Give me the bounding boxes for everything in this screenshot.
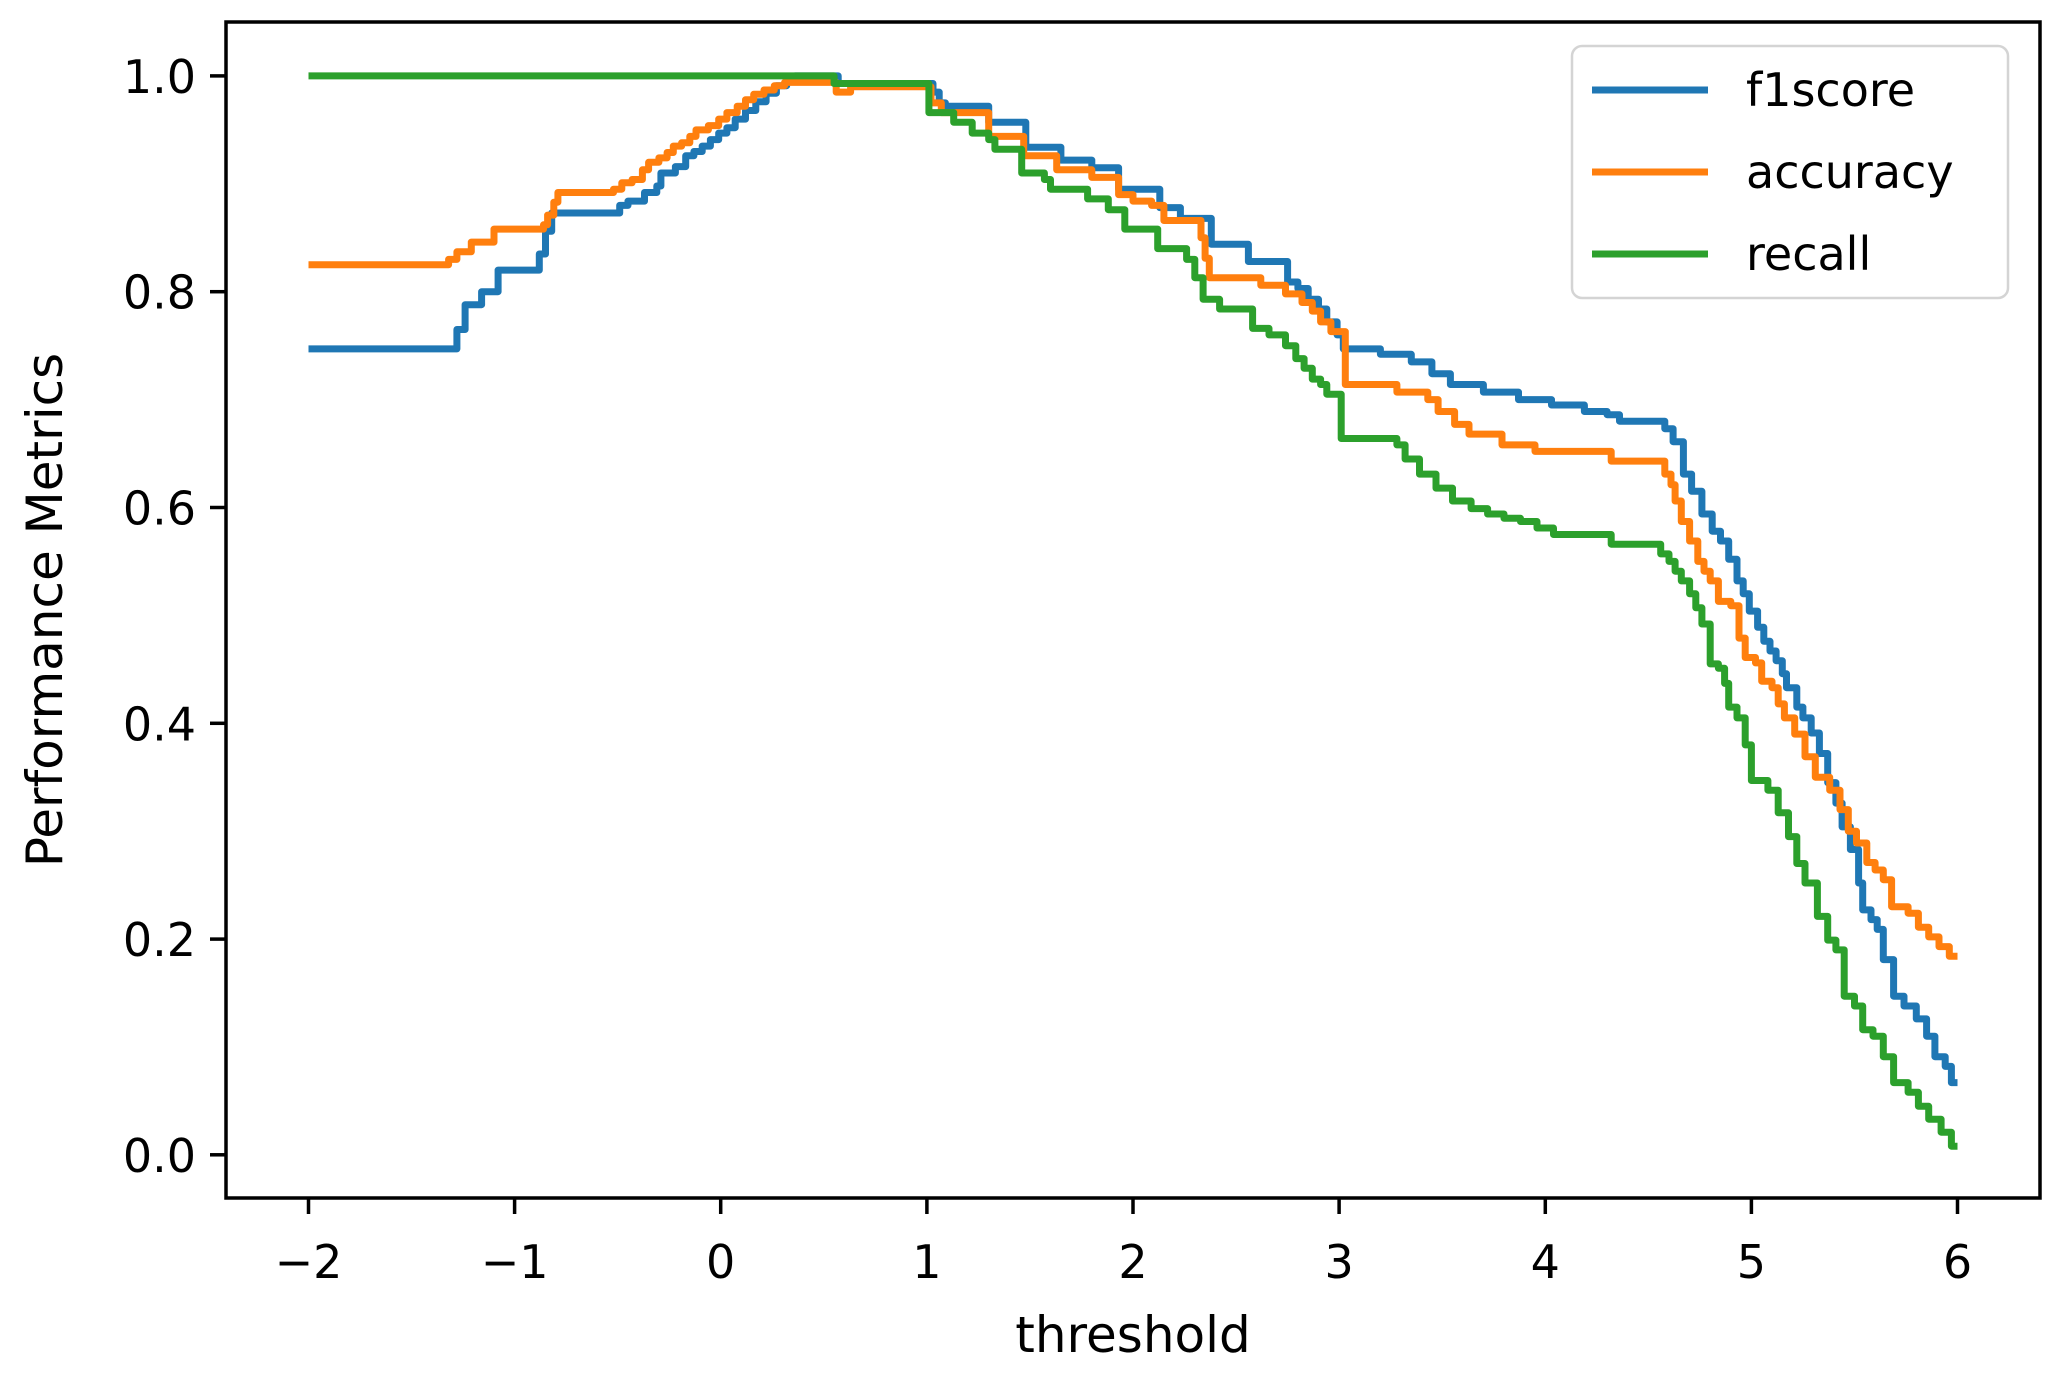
series-lines [308, 72, 1958, 1150]
y-tick-label: 0.4 [123, 697, 196, 751]
x-tick-label: −2 [275, 1235, 343, 1289]
legend-label-f1score: f1score [1746, 63, 1915, 117]
y-tick-label: 0.0 [123, 1129, 196, 1183]
legend: f1score accuracy recall [1570, 44, 2010, 300]
x-tick-label: 3 [1324, 1235, 1353, 1289]
y-tick-label: 0.6 [123, 482, 196, 536]
y-tick-label: 0.2 [123, 913, 196, 967]
axis-ticks: −2 −1 0 1 2 3 4 5 6 0.0 0.2 0.4 0.6 0.8 1.0 [123, 50, 1972, 1289]
x-tick-label: 5 [1737, 1235, 1766, 1289]
x-tick-label: 2 [1118, 1235, 1147, 1289]
series-line-recall [308, 72, 1958, 1150]
x-axis-label: threshold [1015, 1306, 1250, 1364]
x-tick-label: −1 [481, 1235, 549, 1289]
series-line-accuracy [308, 78, 1958, 960]
legend-label-accuracy: accuracy [1746, 145, 1954, 199]
x-tick-label: 1 [912, 1235, 941, 1289]
legend-frame [1570, 44, 2010, 300]
x-tick-label: 6 [1943, 1235, 1972, 1289]
y-tick-label: 1.0 [123, 50, 196, 104]
plot-border [224, 20, 2042, 1200]
x-tick-label: 0 [706, 1235, 735, 1289]
x-tick-label: 4 [1531, 1235, 1560, 1289]
y-tick-label: 0.8 [123, 266, 196, 320]
legend-label-recall: recall [1746, 227, 1871, 281]
y-axis-label: Performance Metrics [16, 353, 74, 867]
